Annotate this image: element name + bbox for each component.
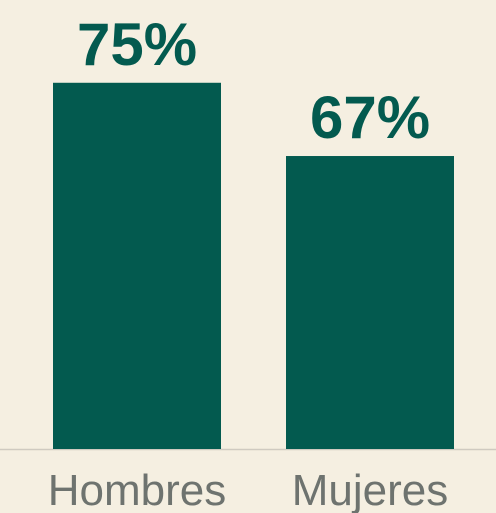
bar [53, 82, 221, 450]
x-tick-label: Mujeres [292, 466, 449, 513]
data-label: 75% [77, 11, 197, 78]
data-label: 67% [310, 84, 430, 151]
bar [286, 156, 454, 449]
x-tick-label: Hombres [48, 466, 227, 513]
